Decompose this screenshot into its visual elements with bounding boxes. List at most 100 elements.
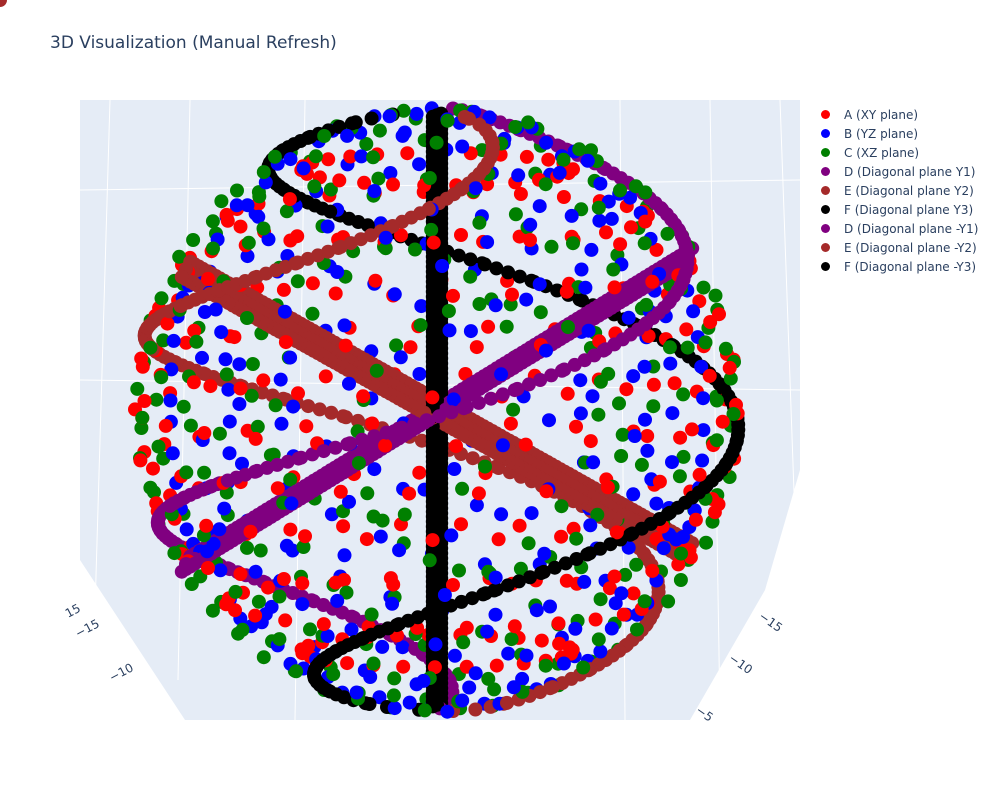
data-point: [268, 398, 283, 413]
data-point: [328, 286, 343, 301]
data-point: [203, 379, 218, 394]
data-point: [577, 574, 592, 589]
data-point: [379, 425, 394, 440]
data-point: [298, 529, 312, 544]
data-point: [432, 409, 447, 424]
data-point: [451, 248, 466, 263]
data-point: [382, 109, 397, 124]
data-point: [375, 639, 390, 654]
data-point: [640, 429, 655, 443]
data-point: [167, 546, 182, 561]
legend-item[interactable]: E (Diagonal plane Y2): [815, 181, 978, 200]
data-point: [623, 190, 638, 205]
data-point: [134, 421, 149, 435]
data-point: [412, 465, 427, 480]
legend-label: E (Diagonal plane -Y2): [844, 240, 977, 255]
data-point: [529, 603, 544, 618]
data-point: [186, 233, 201, 247]
data-point: [463, 252, 478, 267]
data-point: [543, 599, 557, 614]
data-point: [417, 703, 432, 718]
data-point: [662, 340, 677, 355]
legend-item[interactable]: A (XY plane): [815, 105, 978, 124]
data-point: [560, 386, 575, 401]
data-point: [402, 486, 417, 501]
data-point: [342, 494, 356, 509]
data-point: [277, 304, 292, 319]
data-point: [614, 449, 629, 463]
data-point: [248, 431, 263, 446]
data-point: [276, 282, 291, 297]
legend-item[interactable]: D (Diagonal plane Y1): [815, 162, 978, 181]
data-point: [722, 360, 737, 375]
data-point: [679, 322, 694, 337]
data-point: [696, 280, 711, 295]
legend-item[interactable]: F (Diagonal plane Y3): [815, 200, 978, 219]
data-point: [591, 632, 606, 647]
data-point: [195, 350, 209, 365]
data-point: [660, 226, 675, 241]
legend-item[interactable]: C (XZ plane): [815, 143, 978, 162]
data-point: [387, 701, 402, 716]
data-point: [240, 249, 255, 264]
data-point: [349, 685, 364, 700]
data-point: [422, 171, 437, 185]
data-point: [240, 540, 254, 555]
data-point: [378, 438, 393, 453]
data-point: [328, 440, 343, 455]
data-point: [283, 522, 298, 537]
data-point: [413, 318, 428, 333]
data-point: [324, 507, 339, 522]
data-point: [503, 416, 518, 431]
data-point: [355, 432, 369, 447]
data-point: [463, 269, 478, 284]
data-point: [513, 561, 528, 576]
data-point: [337, 548, 352, 563]
data-point: [290, 274, 305, 289]
data-point: [513, 187, 528, 201]
data-point: [367, 462, 382, 477]
legend-item[interactable]: D (Diagonal plane -Y1): [815, 219, 978, 238]
legend-label: D (Diagonal plane -Y1): [844, 221, 979, 236]
data-point: [395, 640, 410, 655]
data-point: [455, 139, 470, 154]
data-point: [573, 406, 588, 421]
legend-item[interactable]: E (Diagonal plane -Y2): [815, 238, 978, 257]
data-point: [455, 481, 470, 496]
data-point: [482, 110, 497, 125]
data-point: [468, 181, 483, 196]
data-point: [523, 217, 538, 232]
data-point: [676, 387, 691, 402]
legend-marker: [821, 224, 830, 233]
data-point: [626, 586, 641, 601]
data-point: [519, 648, 534, 663]
data-point: [472, 215, 487, 230]
data-point: [624, 220, 638, 235]
data-point: [692, 467, 707, 482]
data-point: [221, 382, 236, 397]
data-point: [154, 370, 169, 385]
data-point: [363, 670, 378, 684]
data-point: [599, 225, 613, 240]
data-point: [501, 646, 516, 661]
data-point: [428, 637, 443, 652]
data-point: [235, 456, 249, 471]
legend-item[interactable]: B (YZ plane): [815, 124, 978, 143]
data-point: [446, 578, 460, 592]
data-point: [566, 236, 580, 251]
data-point: [494, 367, 509, 382]
data-point: [480, 624, 495, 639]
data-point: [324, 405, 339, 420]
data-point: [299, 419, 314, 434]
data-point: [521, 115, 536, 130]
data-point: [532, 199, 547, 214]
data-point: [146, 461, 160, 476]
data-point: [626, 487, 641, 502]
data-point: [703, 315, 718, 329]
data-point: [279, 538, 294, 553]
data-point: [179, 335, 194, 350]
legend-item[interactable]: F (Diagonal plane -Y3): [815, 257, 978, 276]
data-point: [256, 373, 271, 388]
data-point: [143, 480, 158, 495]
